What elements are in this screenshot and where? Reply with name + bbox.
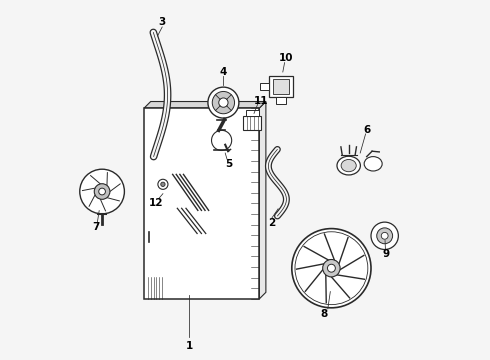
Circle shape bbox=[94, 184, 110, 199]
Bar bbox=[245, 110, 259, 116]
Text: 5: 5 bbox=[225, 159, 232, 169]
Circle shape bbox=[377, 228, 392, 244]
Text: 10: 10 bbox=[279, 53, 294, 63]
Ellipse shape bbox=[364, 157, 382, 171]
Circle shape bbox=[212, 130, 232, 150]
Circle shape bbox=[208, 87, 239, 118]
Circle shape bbox=[381, 233, 388, 239]
Text: 2: 2 bbox=[269, 218, 275, 228]
Text: 4: 4 bbox=[220, 67, 227, 77]
Text: 1: 1 bbox=[186, 341, 193, 351]
Bar bbox=[270, 76, 293, 97]
Circle shape bbox=[219, 98, 228, 107]
Circle shape bbox=[323, 260, 340, 277]
Text: 8: 8 bbox=[320, 309, 328, 319]
Circle shape bbox=[161, 182, 165, 186]
Polygon shape bbox=[260, 83, 270, 90]
Circle shape bbox=[212, 91, 235, 114]
Circle shape bbox=[80, 169, 124, 214]
Text: 9: 9 bbox=[383, 249, 390, 259]
Polygon shape bbox=[275, 97, 286, 104]
Polygon shape bbox=[259, 102, 266, 299]
Text: 12: 12 bbox=[148, 198, 163, 208]
Polygon shape bbox=[144, 102, 266, 108]
Bar bbox=[144, 108, 259, 299]
Circle shape bbox=[292, 229, 371, 308]
Bar bbox=[273, 79, 289, 94]
Text: 11: 11 bbox=[254, 96, 269, 106]
Circle shape bbox=[98, 188, 105, 195]
Text: 7: 7 bbox=[92, 222, 99, 232]
Circle shape bbox=[158, 179, 168, 189]
Circle shape bbox=[327, 264, 335, 272]
Text: 6: 6 bbox=[364, 125, 371, 135]
Circle shape bbox=[371, 222, 398, 249]
Ellipse shape bbox=[341, 159, 356, 172]
Ellipse shape bbox=[337, 156, 360, 175]
FancyBboxPatch shape bbox=[243, 116, 261, 130]
Text: 3: 3 bbox=[159, 17, 166, 27]
